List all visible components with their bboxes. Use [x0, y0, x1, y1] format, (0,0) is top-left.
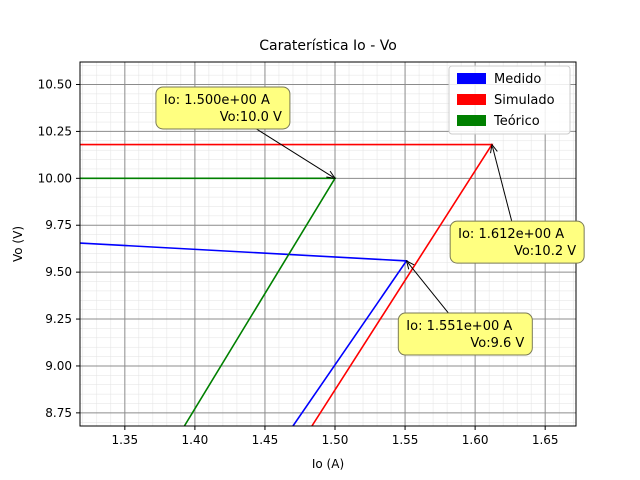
- y-axis-ticks: 8.75 9.00 9.25 9.50 9.75 10.00 10.25 10.50: [38, 78, 80, 420]
- annotation-line-1: Io: 1.500e+00 A: [164, 93, 270, 108]
- y-tick-label: 9.25: [45, 312, 72, 326]
- x-tick-label: 1.65: [532, 433, 559, 447]
- x-axis-ticks: 1.35 1.40 1.45 1.50 1.55 1.60 1.65: [111, 426, 559, 447]
- annotation-1: Io: 1.500e+00 A Vo:10.0 V: [155, 86, 337, 179]
- y-tick-label: 8.75: [45, 406, 72, 420]
- annotation-line-2: Vo:9.6 V: [470, 336, 524, 351]
- annotations: Io: 1.500e+00 A Vo:10.0 V Io: 1.612e+00 A V…: [155, 86, 585, 356]
- chart-title: Caraterística Io - Vo: [259, 38, 397, 54]
- x-tick-label: 1.55: [392, 433, 419, 447]
- annotation-line-1: Io: 1.612e+00 A: [458, 227, 564, 242]
- legend-swatch-simulado: [457, 94, 486, 105]
- annotation-arrow-line: [256, 128, 334, 178]
- annotation-arrow-line: [407, 262, 449, 314]
- x-tick-label: 1.60: [462, 433, 489, 447]
- x-tick-label: 1.45: [252, 433, 279, 447]
- y-axis-label: Vo (V): [11, 226, 25, 262]
- y-tick-label: 10.50: [38, 78, 72, 92]
- x-tick-label: 1.50: [322, 433, 349, 447]
- annotation-arrow-head: [326, 170, 337, 179]
- annotation-line-2: Vo:10.0 V: [220, 110, 282, 125]
- legend-label-teorico: Teórico: [493, 114, 540, 129]
- annotation-arrow-head: [405, 259, 415, 270]
- annotation-line-1: Io: 1.551e+00 A: [406, 319, 512, 334]
- legend-label-simulado: Simulado: [494, 93, 555, 108]
- x-tick-label: 1.40: [182, 433, 209, 447]
- legend-swatch-medido: [457, 73, 486, 84]
- y-tick-label: 9.00: [45, 359, 72, 373]
- legend-label-medido: Medido: [494, 72, 541, 87]
- annotation-3: Io: 1.551e+00 A Vo:9.6 V: [397, 259, 533, 356]
- annotation-2: Io: 1.612e+00 A Vo:10.2 V: [449, 143, 585, 264]
- annotation-arrow-head: [490, 143, 498, 154]
- annotation-box: [449, 220, 585, 264]
- y-tick-label: 10.25: [38, 124, 72, 138]
- legend-swatch-teorico: [457, 115, 486, 126]
- legend: Medido Simulado Teórico: [448, 65, 571, 135]
- y-tick-label: 10.00: [38, 171, 72, 185]
- x-tick-label: 1.35: [111, 433, 138, 447]
- y-tick-label: 9.75: [45, 218, 72, 232]
- y-tick-label: 9.50: [45, 265, 72, 279]
- x-axis-label: Io (A): [312, 457, 344, 471]
- annotation-box: [155, 86, 291, 130]
- annotation-line-2: Vo:10.2 V: [514, 244, 576, 259]
- annotation-arrow-line: [491, 146, 513, 222]
- annotation-box: [397, 312, 533, 356]
